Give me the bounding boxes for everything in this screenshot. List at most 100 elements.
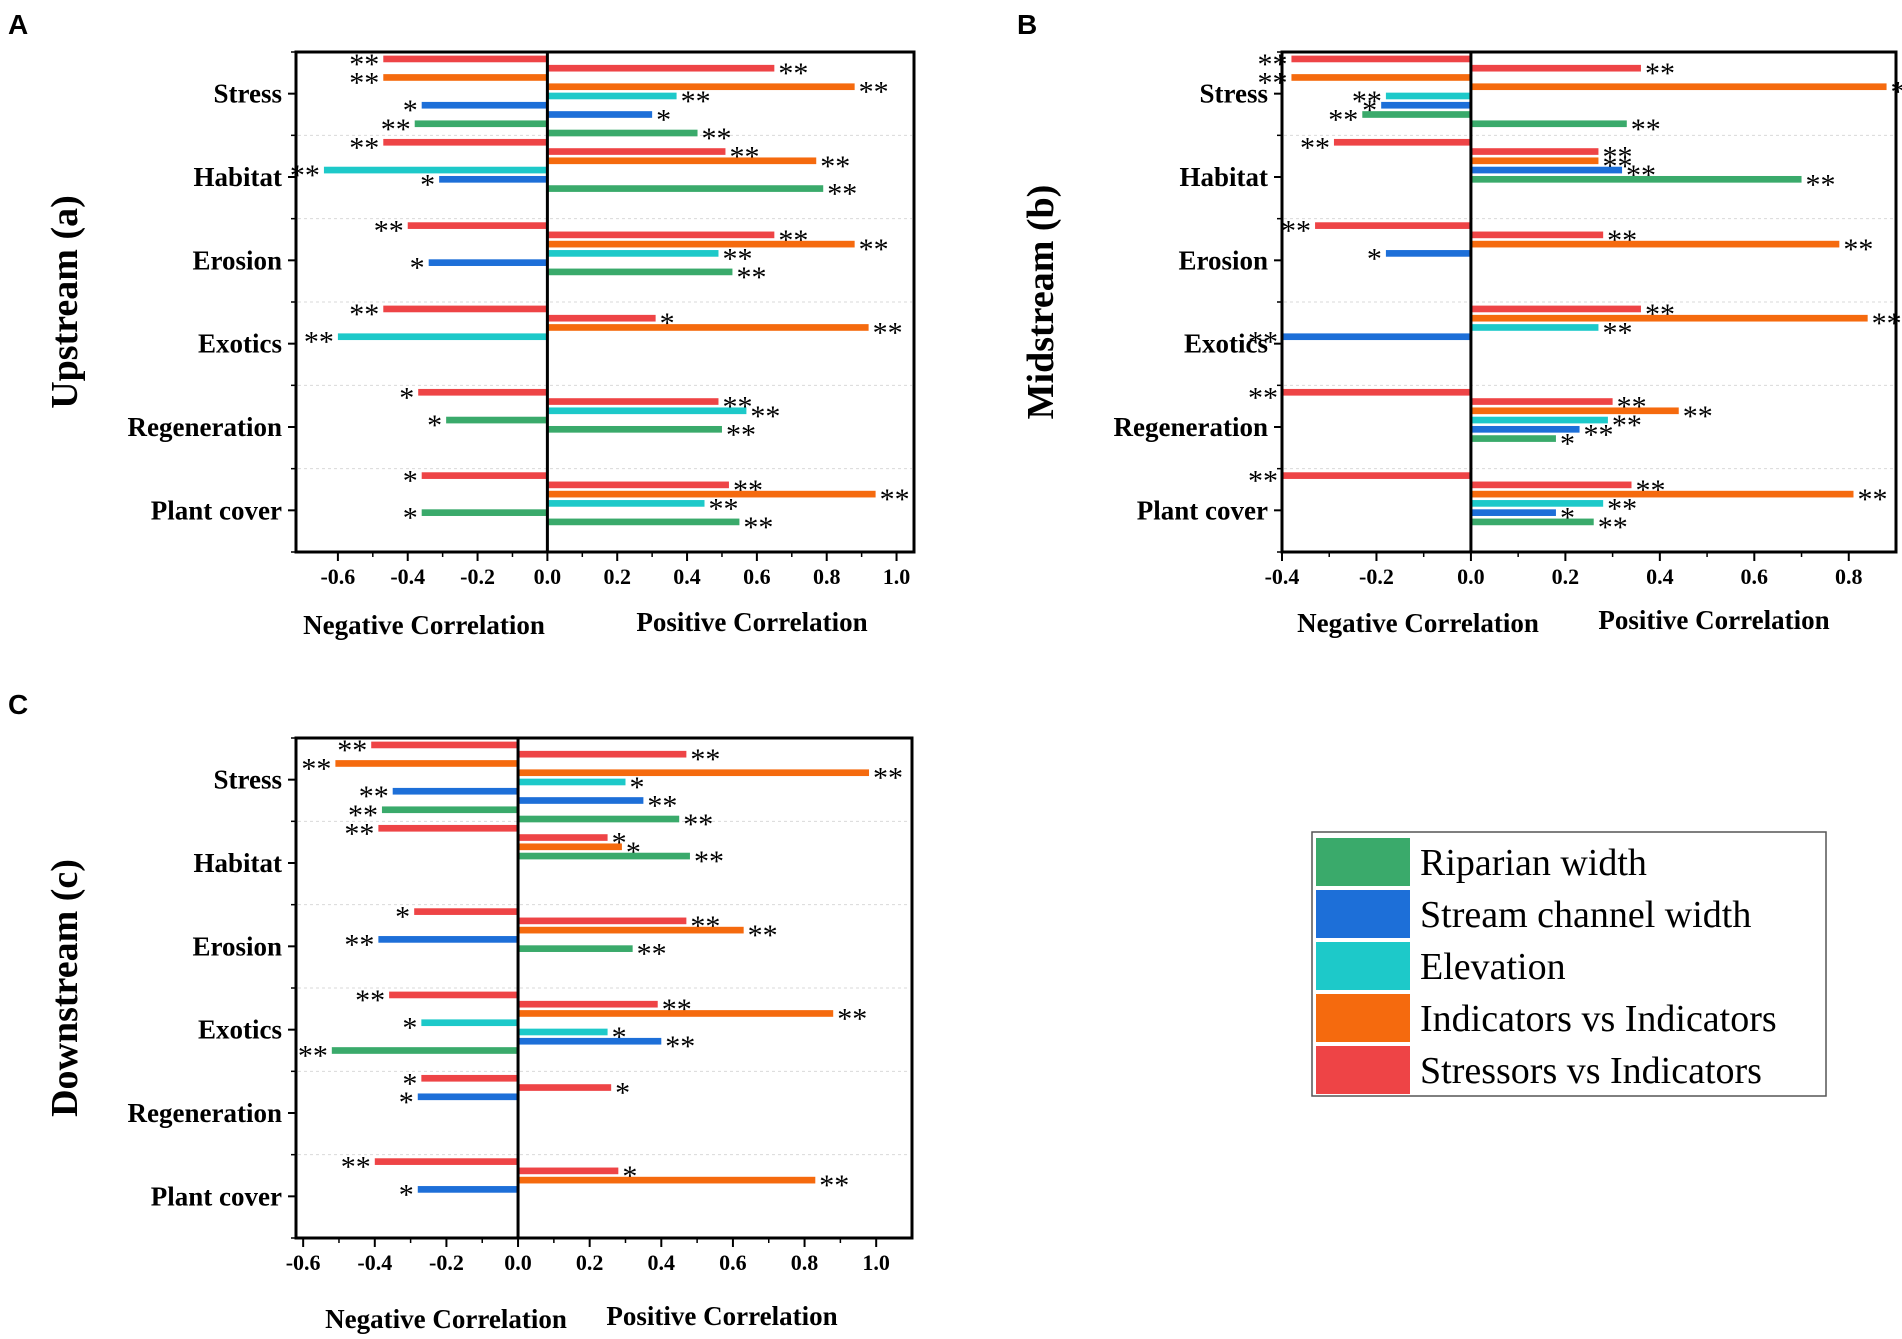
category-label-habitat: Habitat — [1179, 162, 1268, 192]
chart-upstream: ** **** ***** *** **** ** **** * **** ** ***** ****… — [44, 48, 916, 640]
bar-stream-channel-width — [1385, 250, 1471, 257]
significance-label: ** — [859, 76, 889, 109]
bar-stream-channel-width — [428, 259, 548, 266]
category-label-erosion: Erosion — [1178, 245, 1268, 275]
x-tick-label: -0.4 — [357, 1250, 392, 1275]
bar-stressors-vs-indicators — [1470, 305, 1641, 313]
significance-label: ** — [1607, 224, 1637, 257]
bar-indicators-vs-indicators — [1470, 157, 1599, 165]
bar-riparian-width — [547, 268, 733, 276]
panel-label-b: B — [1017, 9, 1037, 40]
bar-stressors-vs-indicators — [1470, 481, 1632, 489]
significance-label: ** — [665, 1030, 695, 1063]
x-tick-label: 0.8 — [813, 564, 841, 589]
significance-label: * — [656, 104, 671, 137]
legend-swatch-elevation — [1316, 942, 1410, 990]
bar-riparian-width — [381, 806, 519, 814]
significance-label: ** — [344, 928, 374, 961]
x-tick-label: 0.4 — [648, 1250, 676, 1275]
bar-stressors-vs-indicators — [547, 398, 719, 405]
significance-label: ** — [690, 910, 720, 943]
category-label-exotics: Exotics — [198, 329, 282, 359]
bar-riparian-width — [331, 1047, 519, 1054]
bar-riparian-width — [1470, 518, 1594, 526]
bar-riparian-width — [1470, 175, 1802, 183]
bar-elevation — [518, 1028, 608, 1036]
x-tick-label: -0.2 — [1359, 564, 1394, 589]
bar-indicators-vs-indicators — [1470, 490, 1854, 498]
bar-stressors-vs-indicators — [547, 231, 775, 239]
significance-label: * — [660, 307, 675, 340]
bar-elevation — [547, 407, 747, 415]
x-tick-label: -0.4 — [390, 564, 425, 589]
significance-label: ** — [1636, 474, 1666, 507]
bar-indicators-vs-indicators — [1291, 74, 1471, 81]
bar-indicators-vs-indicators — [1470, 83, 1887, 91]
legend-swatch-indicators-vs-indicators — [1316, 994, 1410, 1042]
bar-indicators-vs-indicators — [547, 157, 817, 165]
significance-label: * — [410, 252, 425, 285]
bar-stressors-vs-indicators — [518, 750, 687, 758]
significance-label: ** — [837, 1002, 867, 1035]
bar-elevation — [1470, 324, 1599, 331]
x-tick-label: 0.6 — [719, 1250, 747, 1275]
significance-label: ** — [1300, 131, 1330, 164]
category-label-regeneration: Regeneration — [1114, 412, 1268, 442]
bar-riparian-width — [446, 416, 548, 424]
x-tick-label: 1.0 — [883, 564, 911, 589]
category-label-stress: Stress — [1199, 79, 1268, 109]
bar-riparian-width — [518, 815, 680, 823]
significance-label: ** — [729, 141, 759, 174]
bar-riparian-width — [518, 945, 633, 952]
significance-label: ** — [1248, 326, 1278, 359]
significance-label: * — [622, 1160, 637, 1193]
bar-elevation — [547, 500, 705, 507]
legend-label-indicators-vs-indicators: Indicators vs Indicators — [1420, 998, 1777, 1040]
legend-swatch-stream-channel-width — [1316, 890, 1410, 938]
significance-label: * — [612, 1021, 627, 1054]
significance-label: ** — [859, 233, 889, 266]
category-label-plant-cover: Plant cover — [151, 495, 282, 525]
bar-stressors-vs-indicators — [1333, 138, 1471, 146]
category-label-plant-cover: Plant cover — [151, 1181, 282, 1211]
significance-label: ** — [1248, 465, 1278, 498]
significance-label: * — [1367, 242, 1382, 275]
bar-elevation — [1385, 92, 1471, 100]
bar-stream-channel-width — [1470, 509, 1556, 516]
bar-riparian-width — [1362, 111, 1471, 118]
significance-label: ** — [778, 224, 808, 257]
bar-stressors-vs-indicators — [518, 834, 608, 841]
x-tick-label: 0.4 — [673, 564, 701, 589]
x-tick-label: 0.0 — [1457, 564, 1485, 589]
category-label-plant-cover: Plant cover — [1137, 495, 1268, 525]
bar-stressors-vs-indicators — [518, 1167, 619, 1175]
bar-stream-channel-width — [378, 936, 519, 943]
x-tick-label: 0.2 — [576, 1250, 604, 1275]
significance-label: * — [402, 1012, 417, 1045]
bar-stream-channel-width — [1282, 333, 1471, 341]
panel-label-a: A — [8, 9, 28, 40]
significance-label: ** — [1281, 215, 1311, 248]
significance-label: ** — [1602, 316, 1632, 349]
y-axis-title: Upstream (a) — [44, 195, 86, 409]
x-tick-label: -0.4 — [1265, 564, 1300, 589]
bar-indicators-vs-indicators — [335, 760, 519, 767]
significance-label: * — [399, 1178, 414, 1211]
bar-riparian-width — [518, 852, 690, 860]
bar-indicators-vs-indicators — [518, 769, 870, 777]
chart-midstream: ** ********* **** ****** **** ** ***** ********… — [1020, 48, 1902, 638]
bar-riparian-width — [547, 518, 740, 526]
significance-label: ** — [820, 150, 850, 183]
bar-stressors-vs-indicators — [383, 305, 548, 313]
significance-label: ** — [1617, 391, 1647, 424]
significance-label: ** — [1631, 113, 1661, 146]
bar-elevation — [323, 166, 548, 174]
bar-elevation — [547, 250, 719, 257]
bar-stressors-vs-indicators — [1470, 231, 1604, 239]
significance-label: ** — [1598, 511, 1628, 544]
legend: Riparian width Stream channel width Elev… — [1311, 831, 1827, 1097]
significance-label: * — [629, 771, 644, 804]
bar-stressors-vs-indicators — [418, 388, 548, 396]
bar-stressors-vs-indicators — [518, 917, 687, 925]
